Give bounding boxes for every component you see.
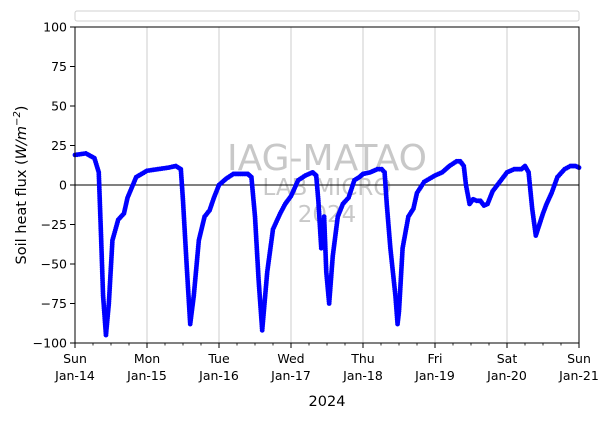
x-tick-label: Jan-18 [342, 368, 383, 383]
x-tick-label: Fri [428, 351, 443, 366]
watermark-line-3: 2024 [298, 202, 357, 228]
y-axis-label-exp: −2 [12, 111, 23, 126]
y-tick-label: −75 [41, 296, 67, 311]
y-tick-label: −50 [41, 257, 67, 272]
y-tick-label: 75 [51, 59, 67, 74]
x-tick-label: Jan-17 [270, 368, 311, 383]
x-tick-label: Sat [497, 351, 518, 366]
y-axis-label: Soil heat flux (W/m−2) [12, 106, 30, 265]
y-tick-label: −25 [41, 217, 67, 232]
series-points [72, 151, 582, 338]
x-tick-label: Jan-16 [198, 368, 239, 383]
x-tick-label: Jan-19 [414, 368, 455, 383]
x-tick-label: Jan-15 [126, 368, 167, 383]
x-tick-label: Sun [567, 351, 591, 366]
watermark-line-2: LAB MICRO [263, 175, 392, 201]
x-tick-label: Mon [134, 351, 160, 366]
y-axis-label-close: ) [14, 106, 30, 112]
x-axis: Sun Jan-14 Mon Jan-15 Tue Jan-16 Wed Jan-17 Thu J… [54, 343, 599, 383]
y-tick-label: −100 [33, 336, 67, 351]
y-axis-label-main: Soil heat flux ( [14, 159, 30, 264]
y-tick-label: 50 [51, 99, 67, 114]
y-tick-label: 25 [51, 138, 67, 153]
x-tick-label: Jan-21 [558, 368, 599, 383]
x-axis-label: 2024 [309, 394, 346, 410]
y-axis-label-unit: W/m [14, 126, 30, 159]
y-axis: 100 75 50 25 0 −25 −50 −75 −100 [33, 20, 75, 351]
y-tick-label: 0 [59, 178, 67, 193]
x-tick-label: Jan-20 [486, 368, 527, 383]
watermark: IAG-MATAO LAB MICRO 2024 [227, 138, 427, 228]
x-tick-label: Sun [63, 351, 87, 366]
watermark-line-1: IAG-MATAO [227, 138, 427, 179]
x-tick-label: Jan-14 [54, 368, 95, 383]
x-tick-label: Thu [350, 351, 374, 366]
legend-box [74, 10, 580, 22]
x-tick-label: Wed [277, 351, 304, 366]
y-tick-label: 100 [43, 20, 67, 35]
x-tick-label: Tue [207, 351, 230, 366]
